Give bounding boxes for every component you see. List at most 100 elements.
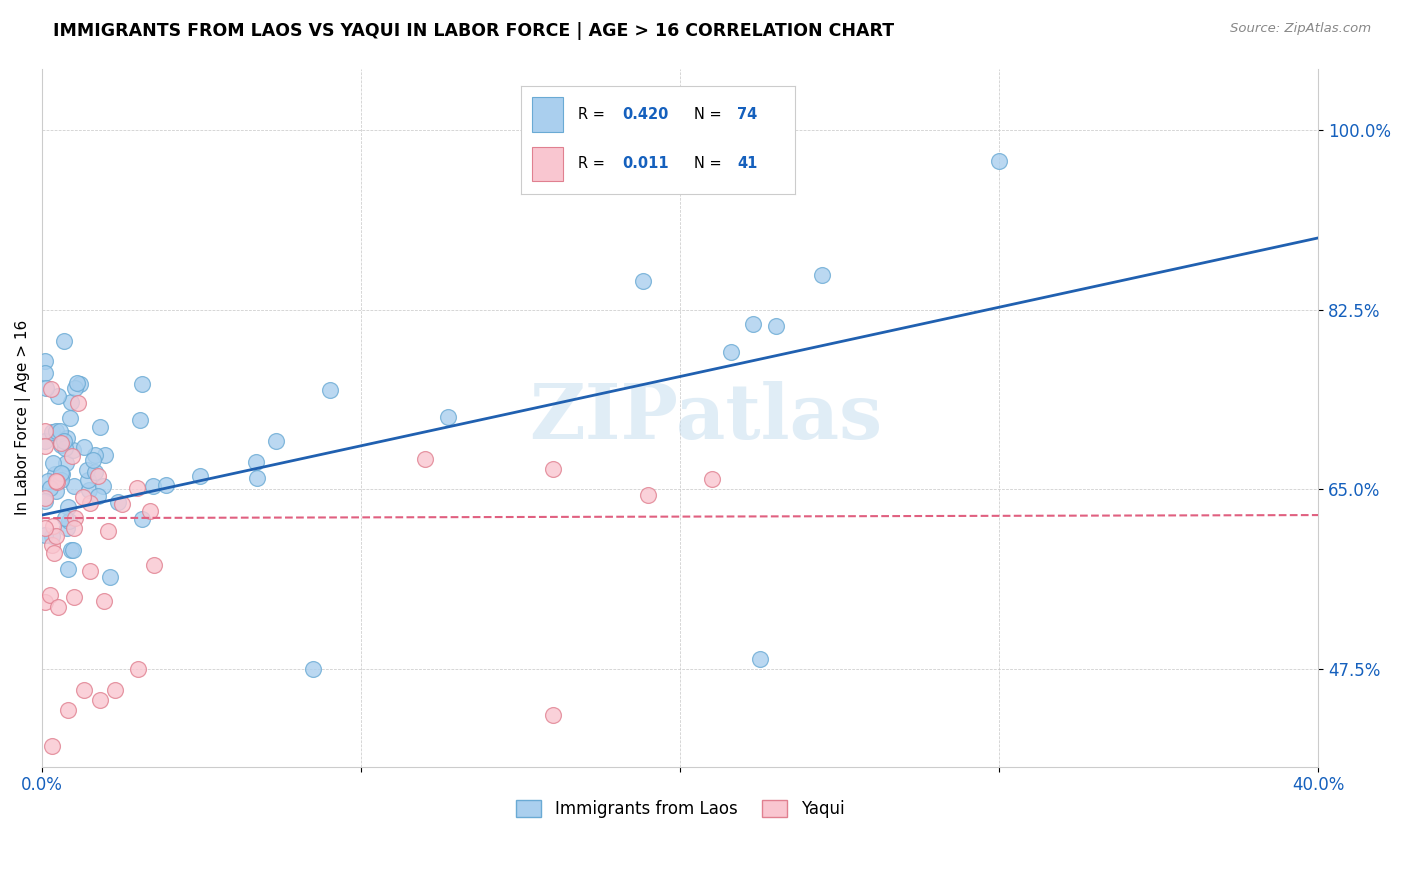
Point (89, 693, 111, 707)
Point (413, 451, 436, 466)
Point (84, 448, 107, 462)
Point (319, 383, 342, 397)
Point (63, 511, 86, 525)
Point (34, 521, 56, 535)
Point (637, 487, 659, 501)
Point (39, 588, 62, 602)
Point (53, 441, 76, 455)
Point (127, 481, 149, 495)
Point (63, 521, 86, 535)
Point (89, 420, 111, 434)
Legend: Immigrants from Laos, Yaqui: Immigrants from Laos, Yaqui (509, 793, 851, 824)
Point (245, 455, 267, 469)
Point (93, 594, 115, 608)
Point (82, 453, 104, 467)
Point (34, 434, 56, 448)
Point (77, 473, 100, 487)
Point (131, 376, 153, 391)
Point (34, 595, 56, 609)
Point (49, 424, 72, 438)
Point (62, 443, 84, 458)
Point (34, 491, 56, 505)
Point (45, 483, 67, 498)
Point (55, 456, 77, 470)
Point (41, 538, 63, 552)
Text: ZIPatlas: ZIPatlas (529, 381, 883, 455)
Point (266, 434, 288, 449)
Point (44, 467, 66, 482)
Point (988, 153, 1011, 168)
Point (60, 449, 83, 463)
Point (700, 472, 723, 486)
Point (79, 496, 101, 510)
Point (51, 435, 73, 450)
Point (76, 462, 98, 476)
Point (127, 662, 149, 676)
Point (39, 382, 62, 396)
Point (631, 274, 654, 288)
Point (142, 558, 165, 573)
Point (46, 389, 69, 403)
Point (41, 425, 63, 439)
Point (56, 703, 79, 717)
Point (91, 479, 114, 493)
Point (98, 569, 121, 583)
Point (436, 410, 458, 425)
Point (83, 465, 105, 479)
Point (811, 268, 834, 282)
Point (58, 514, 80, 528)
Point (44, 546, 66, 560)
Point (46, 475, 69, 490)
Point (652, 123, 675, 137)
Point (302, 662, 325, 676)
Point (37, 474, 59, 488)
Point (59, 411, 82, 425)
Point (51, 467, 73, 482)
Point (34, 528, 56, 542)
Point (720, 344, 742, 359)
Point (62, 543, 84, 558)
Text: IMMIGRANTS FROM LAOS VS YAQUI IN LABOR FORCE | AGE > 16 CORRELATION CHART: IMMIGRANTS FROM LAOS VS YAQUI IN LABOR F… (53, 22, 894, 40)
Point (66, 376, 89, 390)
Point (97, 524, 120, 538)
Point (87, 489, 110, 503)
Point (77, 483, 100, 497)
Point (41, 739, 63, 753)
Point (541, 708, 564, 723)
Point (63, 479, 86, 493)
Point (142, 479, 165, 493)
Point (41, 529, 63, 543)
Point (34, 354, 56, 368)
Point (49, 473, 72, 487)
Point (131, 512, 153, 526)
Point (42, 518, 65, 533)
Point (53, 334, 76, 349)
Point (45, 528, 67, 542)
Point (34, 366, 56, 380)
Point (63, 590, 86, 604)
Point (94, 449, 117, 463)
Point (34, 424, 56, 438)
Point (58, 562, 80, 576)
Point (749, 652, 772, 666)
Point (35, 381, 58, 395)
Point (46, 600, 69, 615)
Point (190, 469, 212, 483)
Point (56, 521, 79, 535)
Point (129, 413, 152, 427)
Point (73, 440, 96, 454)
Point (245, 471, 267, 485)
Point (59, 542, 82, 557)
Point (107, 495, 129, 509)
Point (72, 490, 94, 504)
Point (34, 494, 56, 508)
Point (155, 478, 177, 492)
Point (111, 497, 134, 511)
Point (104, 682, 127, 697)
Point (63, 381, 86, 395)
Point (59, 394, 82, 409)
Point (72, 682, 94, 697)
Point (56, 431, 79, 445)
Point (67, 396, 90, 410)
Point (69, 377, 91, 392)
